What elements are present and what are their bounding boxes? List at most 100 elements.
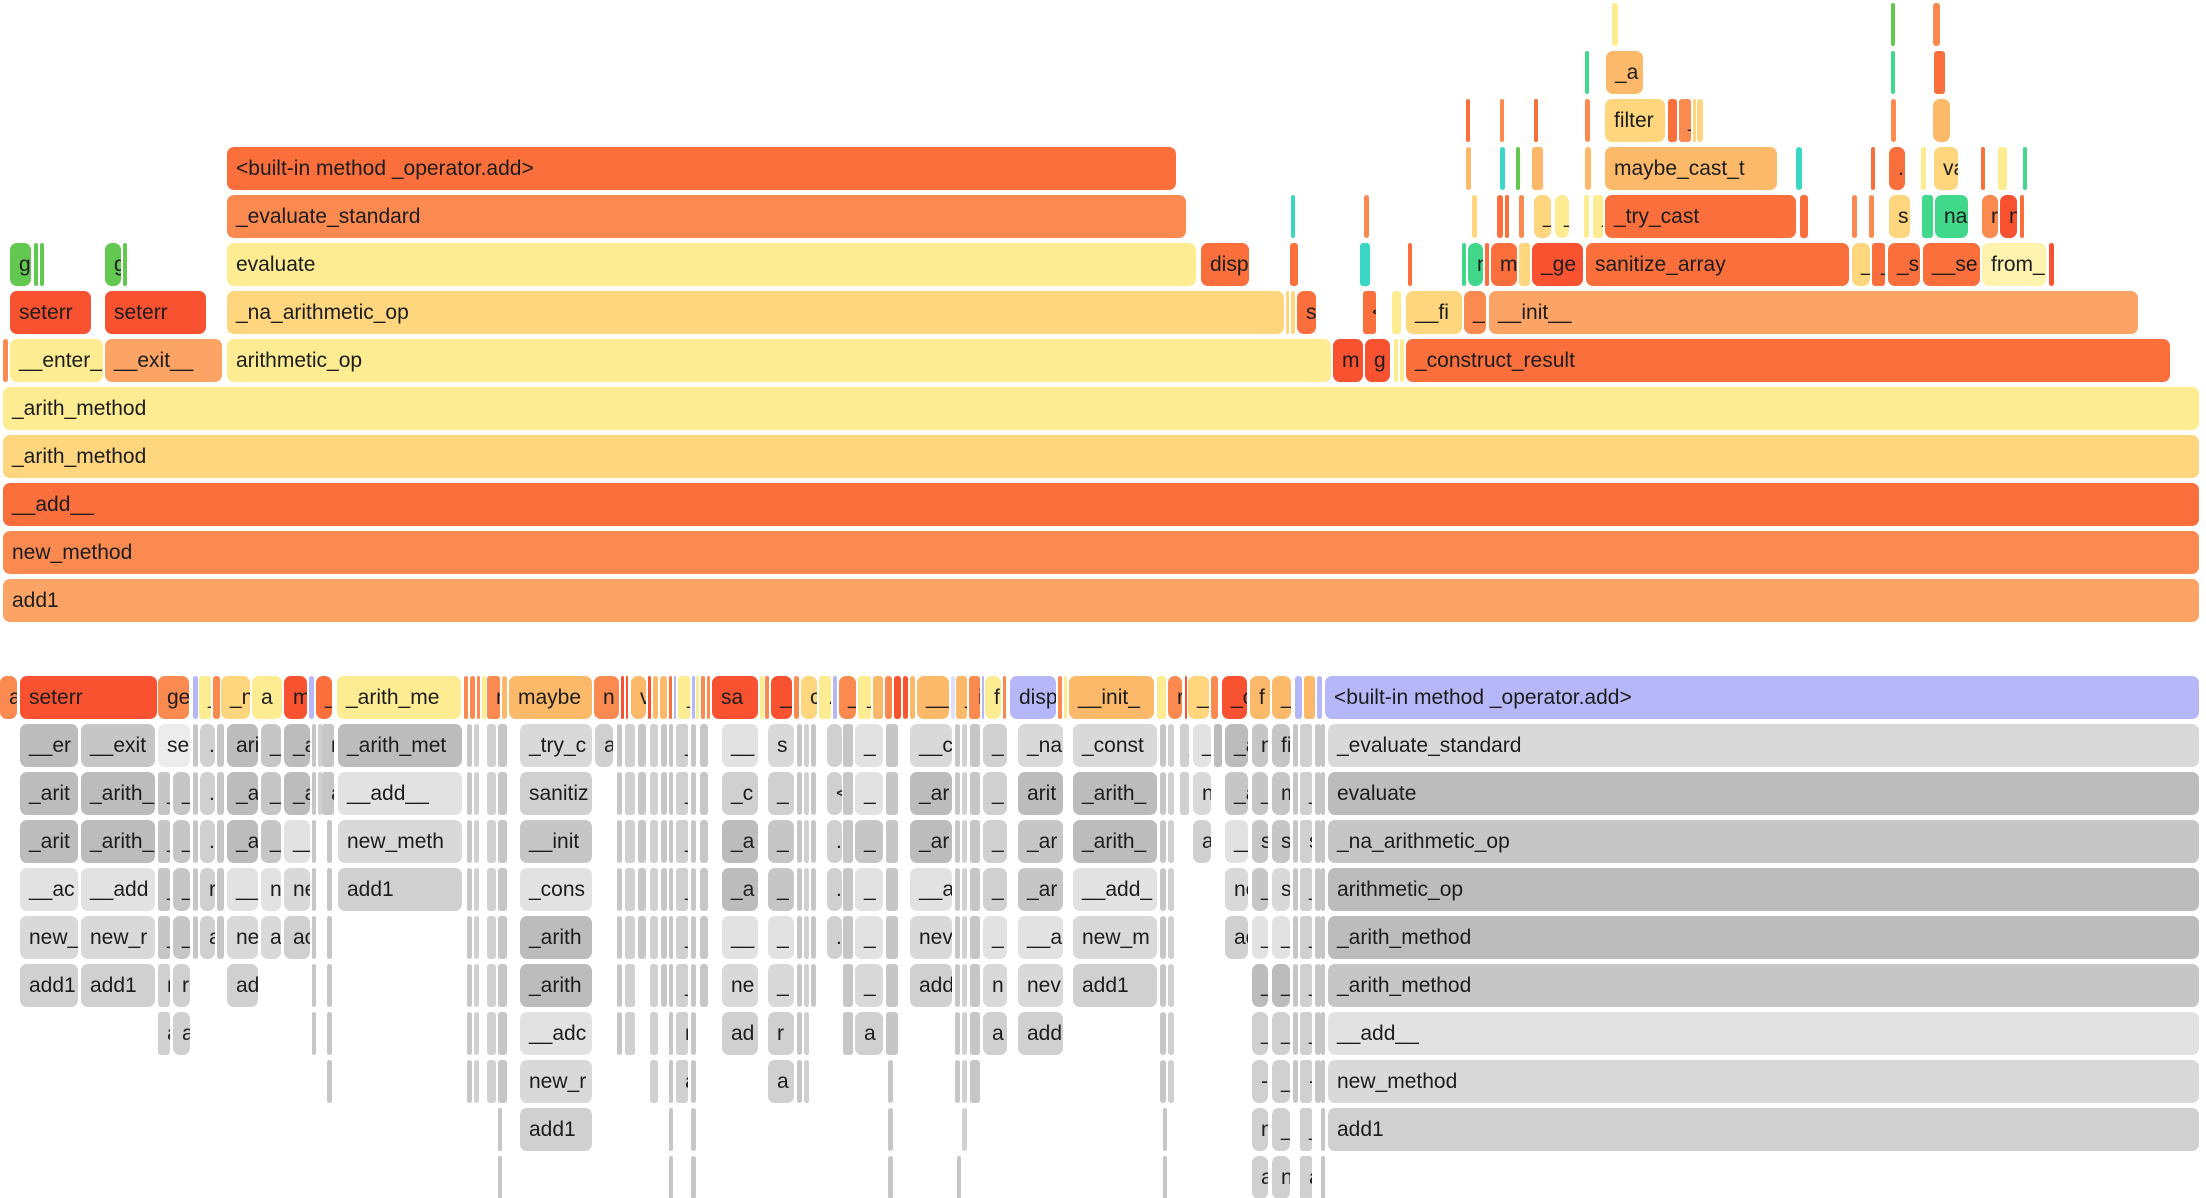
frame-sliver[interactable] [700,916,708,959]
frame-evaluate[interactable]: evaluate [1328,772,2199,815]
frame-sliver[interactable] [470,676,475,719]
frame-sliver[interactable] [474,724,479,767]
frame-a[interactable]: _a [1225,724,1248,767]
frame-sliver[interactable]: _ [956,676,967,719]
frame-sliver[interactable]: . [1180,772,1189,815]
frame-sliver[interactable] [193,916,198,959]
frame-a[interactable]: a [487,1060,496,1103]
frame-r[interactable]: r [676,1012,688,1055]
frame-sliver[interactable] [886,916,898,959]
frame-sliver[interactable]: . [1160,724,1166,767]
frame-new-r[interactable]: new_r [520,1060,592,1103]
frame-sliver[interactable] [903,676,908,719]
frame-sliver[interactable] [1933,3,1940,46]
frame-sliver[interactable] [669,916,673,959]
frame-sliver[interactable] [477,676,480,719]
frame-sliver[interactable] [843,1012,853,1055]
frame-sliver[interactable] [843,772,853,815]
frame-sliver[interactable] [1360,243,1370,286]
frame-sliver[interactable] [970,724,980,767]
frame-nev[interactable]: nev [910,916,952,959]
frame-a[interactable]: a [1252,1156,1268,1198]
frame-r[interactable]: r [487,1012,496,1055]
frame-a[interactable]: a [595,724,613,767]
frame-sliver[interactable]: _ [768,772,794,815]
frame-sliver[interactable]: . [650,868,658,911]
frame-sliver[interactable]: . [487,964,496,1007]
frame-sliver[interactable] [1293,964,1298,1007]
frame-sliver[interactable] [811,916,816,959]
frame-sliver[interactable] [1315,868,1321,911]
frame-seterr[interactable]: seterr [20,676,157,719]
frame-sliver[interactable] [1981,147,1985,190]
frame-add1[interactable]: add1 [81,964,155,1007]
frame-add[interactable]: __add [81,868,155,911]
frame-sliver[interactable] [661,724,667,767]
frame-try-c[interactable]: _try_c [520,724,592,767]
frame-sliver[interactable] [638,724,646,767]
frame-sliver[interactable]: . [487,868,496,911]
frame-const[interactable]: _const [1073,724,1157,767]
frame-sliver[interactable] [691,868,696,911]
frame-add1[interactable]: add1 [338,868,462,911]
frame-sliver[interactable] [691,1108,696,1151]
frame-sliver[interactable]: _ [855,868,883,911]
frame-sliver[interactable] [1392,291,1401,334]
frame-a[interactable]: _a [284,724,310,767]
frame-ar[interactable]: _ar [910,772,952,815]
frame-sliver[interactable] [888,1108,893,1151]
frame-a[interactable]: a [217,916,224,959]
frame-sanitiz[interactable]: sanitiz [520,772,592,815]
frame-arith[interactable]: _arith [520,916,592,959]
frame-sliver[interactable] [1519,195,1524,238]
frame-arith-me[interactable]: _arith_me [337,676,461,719]
frame-c[interactable]: _c [722,772,758,815]
frame-sliver[interactable]: _ [1300,772,1312,815]
frame-sliver[interactable] [1291,195,1295,238]
frame-sliver[interactable] [701,676,705,719]
frame-r[interactable]: r [200,868,215,911]
frame-sliver[interactable] [955,868,960,911]
frame-sliver[interactable]: _ [983,724,1007,767]
frame-sliver[interactable]: . [660,676,667,719]
frame-sliver[interactable] [217,772,224,815]
frame-sliver[interactable]: _ [1252,1012,1268,1055]
frame-arithmetic-op[interactable]: arithmetic_op [1328,868,2199,911]
frame-sliver[interactable] [691,1012,696,1055]
frame-sliver[interactable] [498,868,507,911]
frame-sliver[interactable] [498,1012,507,1055]
frame-sliver[interactable] [1315,1012,1321,1055]
frame-sliver[interactable] [691,772,696,815]
frame-init[interactable]: __init [520,820,592,863]
frame-sliver[interactable] [888,1156,893,1198]
frame-sliver[interactable]: _ [676,868,688,911]
frame-sliver[interactable] [467,1012,472,1055]
frame-sliver[interactable] [1315,772,1321,815]
frame-sliver[interactable] [661,916,667,959]
frame-sliver[interactable] [1315,1060,1321,1103]
frame-sliver[interactable] [467,724,472,767]
frame-sliver[interactable] [40,243,44,286]
frame-sliver[interactable] [1293,868,1298,911]
frame-sliver[interactable]: _ [676,820,688,863]
frame-sliver[interactable] [894,676,901,719]
frame-s[interactable]: s [1300,820,1312,863]
frame-sliver[interactable] [1998,147,2007,190]
frame-sliver[interactable]: _ [676,772,688,815]
frame-sliver[interactable] [638,820,646,863]
frame-sliver[interactable] [804,868,809,911]
frame-exit[interactable]: __exit [81,724,155,767]
frame-sliver[interactable] [955,820,960,863]
frame-sliver[interactable]: . [200,820,215,863]
frame-sliver[interactable]: . [625,868,635,911]
frame-sliver[interactable] [1157,676,1166,719]
frame-sliver[interactable]: . [200,724,215,767]
frame-a[interactable]: _a [722,868,758,911]
frame-sliver[interactable] [1585,147,1591,190]
frame-sliver[interactable] [970,1012,980,1055]
frame-se[interactable]: se [158,724,190,767]
frame-sliver[interactable] [700,724,708,767]
frame-sliver[interactable]: _ [1300,868,1312,911]
frame-sliver[interactable] [1293,1012,1298,1055]
frame-ad[interactable]: ad [722,1012,758,1055]
